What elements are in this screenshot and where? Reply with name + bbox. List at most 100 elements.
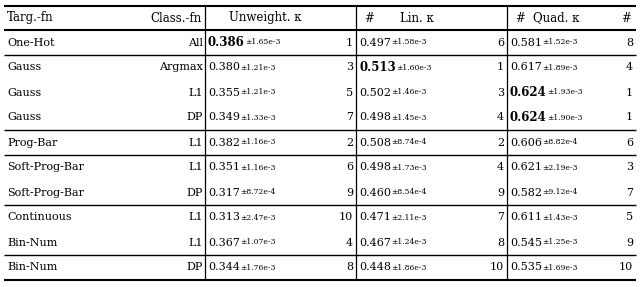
Text: Gauss: Gauss [7,88,41,98]
Text: L1: L1 [189,212,203,222]
Text: 4: 4 [497,162,504,172]
Text: ±1.25e-3: ±1.25e-3 [543,238,578,247]
Text: 5: 5 [346,88,353,98]
Text: L1: L1 [189,162,203,172]
Text: 0.460: 0.460 [359,187,391,197]
Text: 9: 9 [626,238,633,247]
Text: Class.-fn: Class.-fn [151,11,202,24]
Text: L1: L1 [189,238,203,247]
Text: 0.617: 0.617 [510,63,542,73]
Text: 6: 6 [346,162,353,172]
Text: ±1.65e-3: ±1.65e-3 [245,38,281,46]
Text: Gauss: Gauss [7,63,41,73]
Text: 0.502: 0.502 [359,88,391,98]
Text: 9: 9 [497,187,504,197]
Text: 0.581: 0.581 [510,38,542,48]
Text: Prog-Bar: Prog-Bar [7,137,58,148]
Text: 0.467: 0.467 [359,238,391,247]
Text: ±1.43e-3: ±1.43e-3 [543,214,578,222]
Text: 3: 3 [626,162,633,172]
Text: 4: 4 [626,63,633,73]
Text: ±1.60e-3: ±1.60e-3 [396,63,432,71]
Text: Gauss: Gauss [7,113,41,123]
Text: 0.508: 0.508 [359,137,391,148]
Text: ±2.47e-3: ±2.47e-3 [241,214,276,222]
Text: ±8.74e-4: ±8.74e-4 [392,139,427,146]
Text: 1: 1 [346,38,353,48]
Text: ±1.89e-3: ±1.89e-3 [542,63,578,71]
Text: ±1.90e-3: ±1.90e-3 [547,113,583,121]
Text: 3: 3 [346,63,353,73]
Text: ±1.16e-3: ±1.16e-3 [241,164,276,172]
Text: 0.611: 0.611 [510,212,542,222]
Text: 3: 3 [497,88,504,98]
Text: 4: 4 [497,113,504,123]
Text: DP: DP [187,263,203,272]
Text: 1: 1 [626,88,633,98]
Text: 5: 5 [626,212,633,222]
Text: 0.498: 0.498 [359,162,391,172]
Text: DP: DP [187,113,203,123]
Text: 6: 6 [626,137,633,148]
Text: 0.606: 0.606 [510,137,542,148]
Text: #: # [364,11,374,24]
Text: 10: 10 [490,263,504,272]
Text: Argmax: Argmax [159,63,203,73]
Text: 1: 1 [497,63,504,73]
Text: 0.380: 0.380 [208,63,240,73]
Text: ±1.33e-3: ±1.33e-3 [241,113,276,121]
Text: ±1.52e-3: ±1.52e-3 [543,38,578,46]
Text: 0.513: 0.513 [359,61,396,74]
Text: Unweight. κ: Unweight. κ [229,11,301,24]
Text: #: # [621,11,631,24]
Text: ±8.54e-4: ±8.54e-4 [392,189,427,197]
Text: Bin-Num: Bin-Num [7,238,58,247]
Text: L1: L1 [189,137,203,148]
Text: 7: 7 [626,187,633,197]
Text: 0.471: 0.471 [359,212,391,222]
Text: 7: 7 [497,212,504,222]
Text: 0.497: 0.497 [359,38,391,48]
Text: ±1.73e-3: ±1.73e-3 [392,164,427,172]
Text: 0.382: 0.382 [208,137,240,148]
Text: ±1.21e-3: ±1.21e-3 [241,63,276,71]
Text: 0.624: 0.624 [510,86,547,99]
Text: ±1.46e-3: ±1.46e-3 [392,88,427,96]
Text: ±1.93e-3: ±1.93e-3 [547,88,583,96]
Text: 0.624: 0.624 [510,111,547,124]
Text: ±1.07e-3: ±1.07e-3 [241,238,276,247]
Text: 0.355: 0.355 [208,88,240,98]
Text: ±1.58e-3: ±1.58e-3 [392,38,427,46]
Text: 0.582: 0.582 [510,187,542,197]
Text: 8: 8 [497,238,504,247]
Text: ±2.11e-3: ±2.11e-3 [392,214,427,222]
Text: ±1.69e-3: ±1.69e-3 [543,263,578,272]
Text: 10: 10 [619,263,633,272]
Text: ±1.21e-3: ±1.21e-3 [241,88,276,96]
Text: ±1.24e-3: ±1.24e-3 [392,238,427,247]
Text: Soft-Prog-Bar: Soft-Prog-Bar [7,162,84,172]
Text: Continuous: Continuous [7,212,72,222]
Text: 1: 1 [626,113,633,123]
Text: Quad. κ: Quad. κ [533,11,580,24]
Text: ±1.76e-3: ±1.76e-3 [241,263,276,272]
Text: 7: 7 [346,113,353,123]
Text: ±8.82e-4: ±8.82e-4 [543,139,578,146]
Text: Targ.-fn: Targ.-fn [7,11,54,24]
Text: Soft-Prog-Bar: Soft-Prog-Bar [7,187,84,197]
Text: ±2.19e-3: ±2.19e-3 [543,164,578,172]
Text: ±1.45e-3: ±1.45e-3 [392,113,427,121]
Text: ±1.86e-3: ±1.86e-3 [392,263,427,272]
Text: 0.386: 0.386 [208,36,244,49]
Text: 0.545: 0.545 [510,238,542,247]
Text: 0.535: 0.535 [510,263,542,272]
Text: 0.448: 0.448 [359,263,391,272]
Text: All: All [188,38,203,48]
Text: 0.498: 0.498 [359,113,391,123]
Text: 6: 6 [497,38,504,48]
Text: 10: 10 [339,212,353,222]
Text: 4: 4 [346,238,353,247]
Text: 9: 9 [346,187,353,197]
Text: 0.313: 0.313 [208,212,240,222]
Text: ±1.16e-3: ±1.16e-3 [241,139,276,146]
